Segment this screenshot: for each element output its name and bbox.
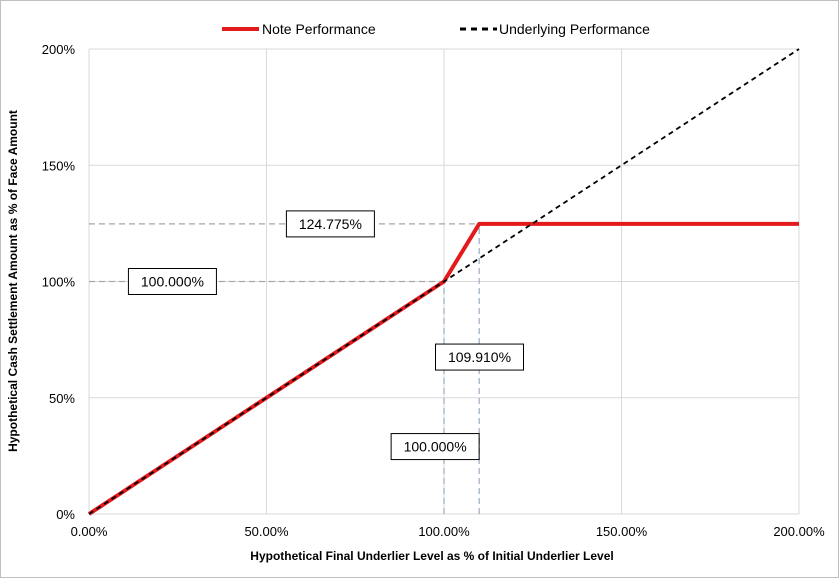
x-tick-label: 150.00% <box>596 524 648 539</box>
x-tick-label: 100.00% <box>418 524 470 539</box>
legend: Note Performance Underlying Performance <box>222 21 650 37</box>
series-line-note-performance <box>87 221 799 516</box>
annotation-text: 124.775% <box>299 216 362 232</box>
gridlines <box>88 48 800 515</box>
annotation-box <box>390 433 480 461</box>
x-tick-label: 0.00% <box>71 524 108 539</box>
x-axis-ticks: 0.00% 50.00% 100.00% 150.00% 200.00% <box>71 524 826 539</box>
y-tick-label: 200% <box>42 42 76 57</box>
y-axis-title: Hypothetical Cash Settlement Amount as %… <box>6 110 20 452</box>
reference-lines <box>89 223 480 514</box>
annotations: 124.775% 100.000% 109.910% 100.000% <box>127 210 524 461</box>
y-tick-label: 0% <box>56 507 75 522</box>
annotation-box <box>285 210 375 238</box>
x-tick-label: 200.00% <box>773 524 825 539</box>
annotation-label: 100.000% <box>390 433 480 461</box>
annotation-label: 109.910% <box>435 343 524 371</box>
x-tick-label: 50.00% <box>244 524 289 539</box>
annotation-box <box>435 343 524 371</box>
y-tick-label: 100% <box>42 275 76 290</box>
annotation-label: 100.000% <box>127 268 217 295</box>
y-tick-label: 150% <box>42 158 76 173</box>
annotation-text: 109.910% <box>448 349 511 365</box>
series-layer <box>87 48 800 516</box>
x-axis-title: Hypothetical Final Underlier Level as % … <box>250 549 613 563</box>
legend-label-note-performance: Note Performance <box>262 21 376 37</box>
annotation-text: 100.000% <box>404 439 467 455</box>
series-line-underlying-performance <box>88 48 800 515</box>
legend-label-underlying-performance: Underlying Performance <box>499 21 650 37</box>
annotation-label: 124.775% <box>285 210 375 238</box>
annotation-box <box>127 268 217 295</box>
y-axis-ticks: 0% 50% 100% 150% 200% <box>42 42 76 522</box>
y-tick-label: 50% <box>49 391 75 406</box>
annotation-text: 100.000% <box>141 274 204 290</box>
